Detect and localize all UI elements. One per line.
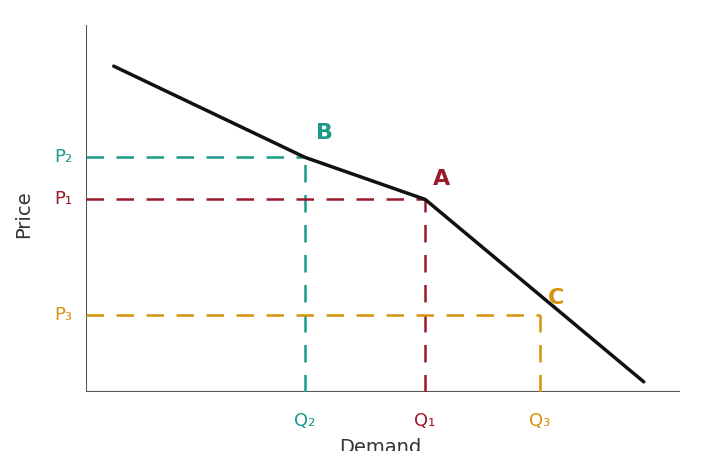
- Text: P₃: P₃: [55, 306, 73, 324]
- Text: P₁: P₁: [55, 190, 73, 208]
- Text: A: A: [433, 169, 451, 189]
- Text: Demand: Demand: [339, 438, 421, 451]
- Text: B: B: [316, 123, 333, 143]
- Text: Q₃: Q₃: [529, 412, 551, 430]
- Text: Q₁: Q₁: [415, 412, 436, 430]
- Text: C: C: [548, 288, 564, 308]
- Text: Q₂: Q₂: [294, 412, 315, 430]
- Text: Price: Price: [14, 190, 33, 238]
- Text: P₂: P₂: [55, 148, 73, 166]
